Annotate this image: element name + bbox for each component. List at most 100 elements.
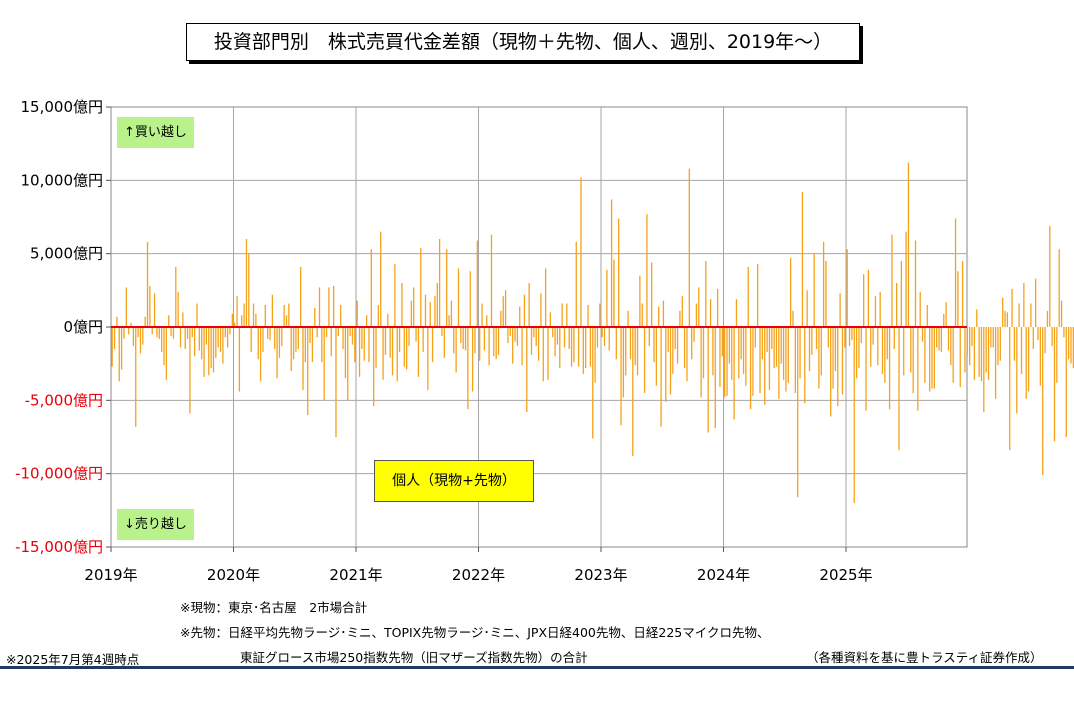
bar: [938, 327, 940, 351]
bar: [585, 327, 587, 369]
bar: [191, 327, 193, 338]
bar: [290, 327, 292, 371]
bar: [622, 327, 625, 398]
bar: [1034, 278, 1037, 327]
bar: [573, 327, 575, 363]
bar: [460, 327, 462, 344]
bar: [1013, 327, 1016, 361]
bar: [594, 327, 596, 383]
bar: [884, 327, 886, 383]
bar: [182, 312, 184, 327]
bar: [243, 303, 245, 327]
bar: [354, 327, 356, 363]
bar: [592, 327, 594, 439]
bar: [589, 327, 592, 367]
bar: [709, 299, 712, 327]
bar: [719, 327, 721, 388]
bar: [259, 327, 262, 382]
bar: [815, 327, 818, 349]
bar: [1027, 327, 1030, 392]
bar: [507, 327, 509, 344]
bar: [693, 327, 695, 342]
bar: [603, 327, 606, 347]
bar: [373, 327, 375, 407]
bar: [116, 316, 118, 327]
bar: [361, 327, 363, 349]
bar: [490, 234, 493, 327]
bar: [295, 327, 297, 352]
bar: [566, 303, 568, 327]
bar: [1072, 327, 1074, 369]
bar: [900, 261, 903, 327]
bar: [952, 327, 954, 383]
bar: [747, 266, 749, 327]
bar: [486, 315, 488, 327]
bar: [304, 327, 306, 363]
bar: [307, 327, 309, 415]
bar: [834, 327, 837, 371]
bar: [825, 261, 827, 327]
note-spot: ※現物：東京･名古屋 2市場合計: [180, 600, 368, 615]
bar: [504, 290, 507, 327]
bar: [787, 327, 789, 383]
bar: [130, 322, 132, 327]
bar: [427, 327, 429, 391]
bar: [639, 275, 641, 327]
bar: [123, 327, 125, 339]
bar: [257, 327, 259, 360]
bar: [577, 327, 580, 367]
bar: [1039, 327, 1041, 386]
bar: [863, 274, 865, 327]
y-axis: 15,000億円 10,000億円 5,000億円 0億円 -5,000億円 -10,00…: [15, 98, 111, 556]
bar: [559, 327, 561, 369]
bar: [401, 283, 403, 327]
bar: [288, 303, 290, 327]
bar: [759, 327, 761, 393]
bar: [731, 327, 733, 380]
bar: [947, 327, 950, 351]
bar: [493, 327, 495, 357]
bar: [1030, 303, 1032, 327]
bar: [1042, 327, 1044, 476]
bar: [537, 327, 540, 361]
bar: [702, 327, 705, 379]
bar: [643, 327, 646, 393]
bar: [523, 294, 526, 327]
bar: [1070, 327, 1072, 364]
bar: [764, 327, 766, 405]
bar: [610, 199, 613, 327]
bar: [330, 327, 332, 357]
bar: [394, 263, 396, 327]
bar: [893, 327, 895, 349]
bar: [686, 327, 688, 382]
bar: [896, 283, 898, 327]
bar: [780, 327, 782, 364]
bar: [292, 327, 295, 360]
bar: [552, 327, 554, 338]
bar: [625, 327, 627, 376]
bar: [158, 327, 160, 339]
bar: [144, 316, 146, 327]
bar: [563, 327, 566, 348]
bar: [749, 327, 752, 410]
bar: [1020, 327, 1023, 374]
bar: [363, 327, 365, 361]
bar: [575, 241, 577, 327]
bar: [778, 327, 780, 399]
bar: [172, 327, 175, 339]
bar: [771, 327, 773, 349]
series-label: 個人（現物+先物）: [374, 460, 534, 502]
bar: [695, 303, 698, 327]
bar: [768, 327, 771, 391]
bar: [888, 327, 891, 410]
x-tick-label: 2025年: [819, 566, 872, 584]
bar: [728, 327, 731, 364]
bar: [189, 327, 191, 414]
bar: [368, 327, 370, 363]
bar: [1049, 225, 1051, 327]
bar: [387, 313, 389, 327]
bar: [509, 327, 511, 336]
bar: [455, 327, 457, 373]
bar: [238, 327, 241, 392]
